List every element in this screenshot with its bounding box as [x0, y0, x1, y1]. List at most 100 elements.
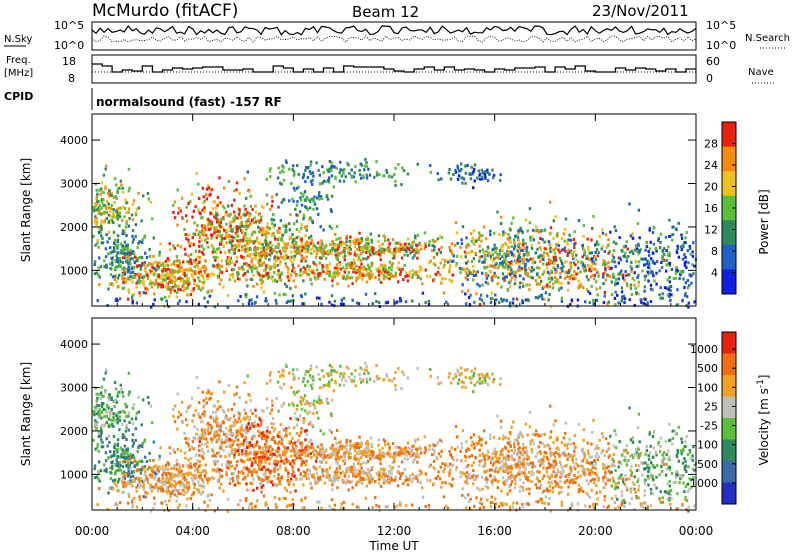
range-cell [208, 391, 210, 394]
range-cell [137, 396, 139, 399]
range-cell [594, 244, 596, 247]
range-cell [280, 475, 282, 478]
range-cell [135, 223, 137, 226]
range-cell [107, 253, 109, 256]
range-cell [250, 399, 252, 402]
range-cell [553, 262, 555, 265]
range-cell [142, 398, 144, 401]
range-cell [217, 275, 219, 278]
range-cell [251, 474, 253, 477]
range-cell [277, 206, 279, 209]
range-cell [244, 412, 246, 415]
range-cell [140, 472, 142, 475]
range-cell [149, 283, 151, 286]
range-cell [98, 450, 100, 453]
range-cell [174, 405, 176, 408]
range-cell [124, 199, 126, 202]
range-cell [100, 411, 102, 414]
range-cell [246, 489, 248, 492]
range-cell [274, 224, 276, 227]
range-cell [353, 268, 355, 271]
range-cell [465, 236, 467, 239]
range-cell [296, 204, 298, 207]
range-cell [246, 237, 248, 240]
range-cell [179, 299, 181, 302]
range-cell [604, 250, 606, 253]
range-cell [455, 221, 457, 224]
range-cell [634, 271, 636, 274]
range-cell [473, 168, 475, 171]
range-cell [396, 301, 398, 304]
range-cell [418, 275, 420, 278]
range-cell [632, 237, 634, 240]
range-cell [310, 235, 312, 238]
range-cell [153, 497, 155, 500]
range-cell [132, 433, 134, 436]
range-cell [276, 193, 278, 196]
range-cell [602, 276, 604, 279]
range-cell [593, 277, 595, 280]
range-cell [128, 189, 130, 192]
colorbar-segment [722, 269, 736, 294]
range-cell [215, 228, 217, 231]
range-cell [644, 275, 646, 278]
range-cell [245, 197, 247, 200]
range-cell [263, 494, 265, 497]
range-cell [221, 438, 223, 441]
range-cell [417, 234, 419, 237]
range-cell [597, 293, 599, 296]
range-cell [196, 467, 198, 470]
range-cell [606, 273, 608, 276]
range-cell [249, 416, 251, 419]
range-cell [211, 237, 213, 240]
range-cell [258, 243, 260, 246]
range-cell [106, 211, 108, 214]
range-cell [356, 238, 358, 241]
range-cell [196, 172, 198, 175]
range-cell [251, 278, 253, 281]
range-cell [117, 239, 119, 242]
range-cell [102, 445, 104, 448]
range-cell [436, 252, 438, 255]
range-cell [583, 248, 585, 251]
range-cell [296, 250, 298, 253]
range-cell [180, 245, 182, 248]
range-cell [349, 236, 351, 239]
range-cell [535, 279, 537, 282]
frequency-traces [92, 64, 696, 72]
range-cell [540, 248, 542, 251]
range-cell [644, 249, 646, 252]
range-cell [159, 487, 161, 490]
range-cell [485, 281, 487, 284]
range-cell [404, 243, 406, 246]
range-cell [584, 300, 586, 303]
range-cell [305, 271, 307, 274]
range-cell [594, 256, 596, 259]
range-cell [132, 445, 134, 448]
range-cell [134, 256, 136, 259]
range-cell [501, 245, 503, 248]
range-cell [121, 251, 123, 254]
range-cell [361, 237, 363, 240]
range-cell [647, 266, 649, 269]
range-cell [271, 200, 273, 203]
range-cell [401, 166, 403, 169]
range-cell [336, 282, 338, 285]
range-cell [199, 437, 201, 440]
range-cell [415, 271, 417, 274]
range-cell [251, 260, 253, 263]
range-cell [217, 229, 219, 232]
range-cell [149, 255, 151, 258]
range-cell [103, 408, 105, 411]
range-cell [392, 238, 394, 241]
range-cell [101, 182, 103, 185]
range-cell [122, 232, 124, 235]
range-cell [349, 240, 351, 243]
range-cell [317, 169, 319, 172]
range-cell [173, 263, 175, 266]
range-cell [289, 277, 291, 280]
range-cell [676, 288, 678, 291]
range-cell [99, 204, 101, 207]
range-cell [591, 227, 593, 230]
range-cell [122, 191, 124, 194]
